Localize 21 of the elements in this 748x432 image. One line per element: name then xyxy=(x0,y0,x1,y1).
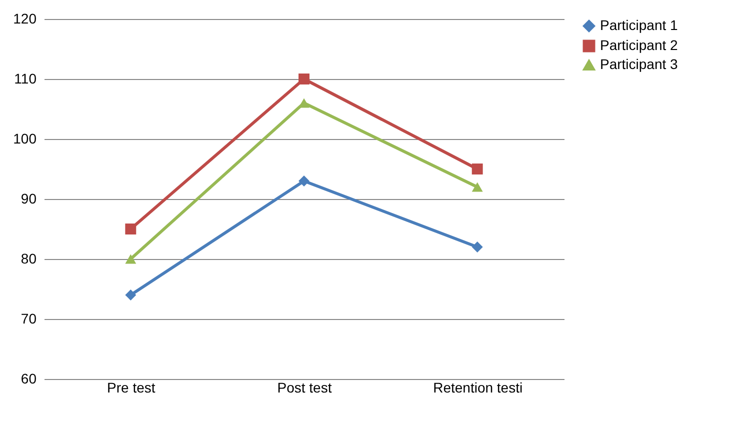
x-tick-label: Retention testi xyxy=(433,380,523,396)
y-tick-label: 110 xyxy=(14,70,37,86)
point xyxy=(298,176,310,186)
legend-label: Participant 1 xyxy=(600,17,678,33)
legend-label: Participant 2 xyxy=(600,37,678,53)
point xyxy=(125,290,136,300)
legend-label: Participant 3 xyxy=(600,56,678,72)
point xyxy=(472,182,483,192)
y-tick-label: 120 xyxy=(13,10,37,26)
x-tick-label: Post test xyxy=(277,380,332,396)
y-tick-label: 60 xyxy=(20,370,37,386)
x-tick-label: Pre test xyxy=(107,380,156,396)
point xyxy=(125,224,136,234)
point xyxy=(125,254,136,264)
point xyxy=(298,74,310,84)
point xyxy=(472,242,483,252)
y-tick-label: 80 xyxy=(20,250,37,266)
y-tick-label: 90 xyxy=(20,190,37,206)
y-tick-label: 70 xyxy=(20,310,37,326)
y-tick-label: 100 xyxy=(13,130,37,146)
point xyxy=(472,164,483,174)
